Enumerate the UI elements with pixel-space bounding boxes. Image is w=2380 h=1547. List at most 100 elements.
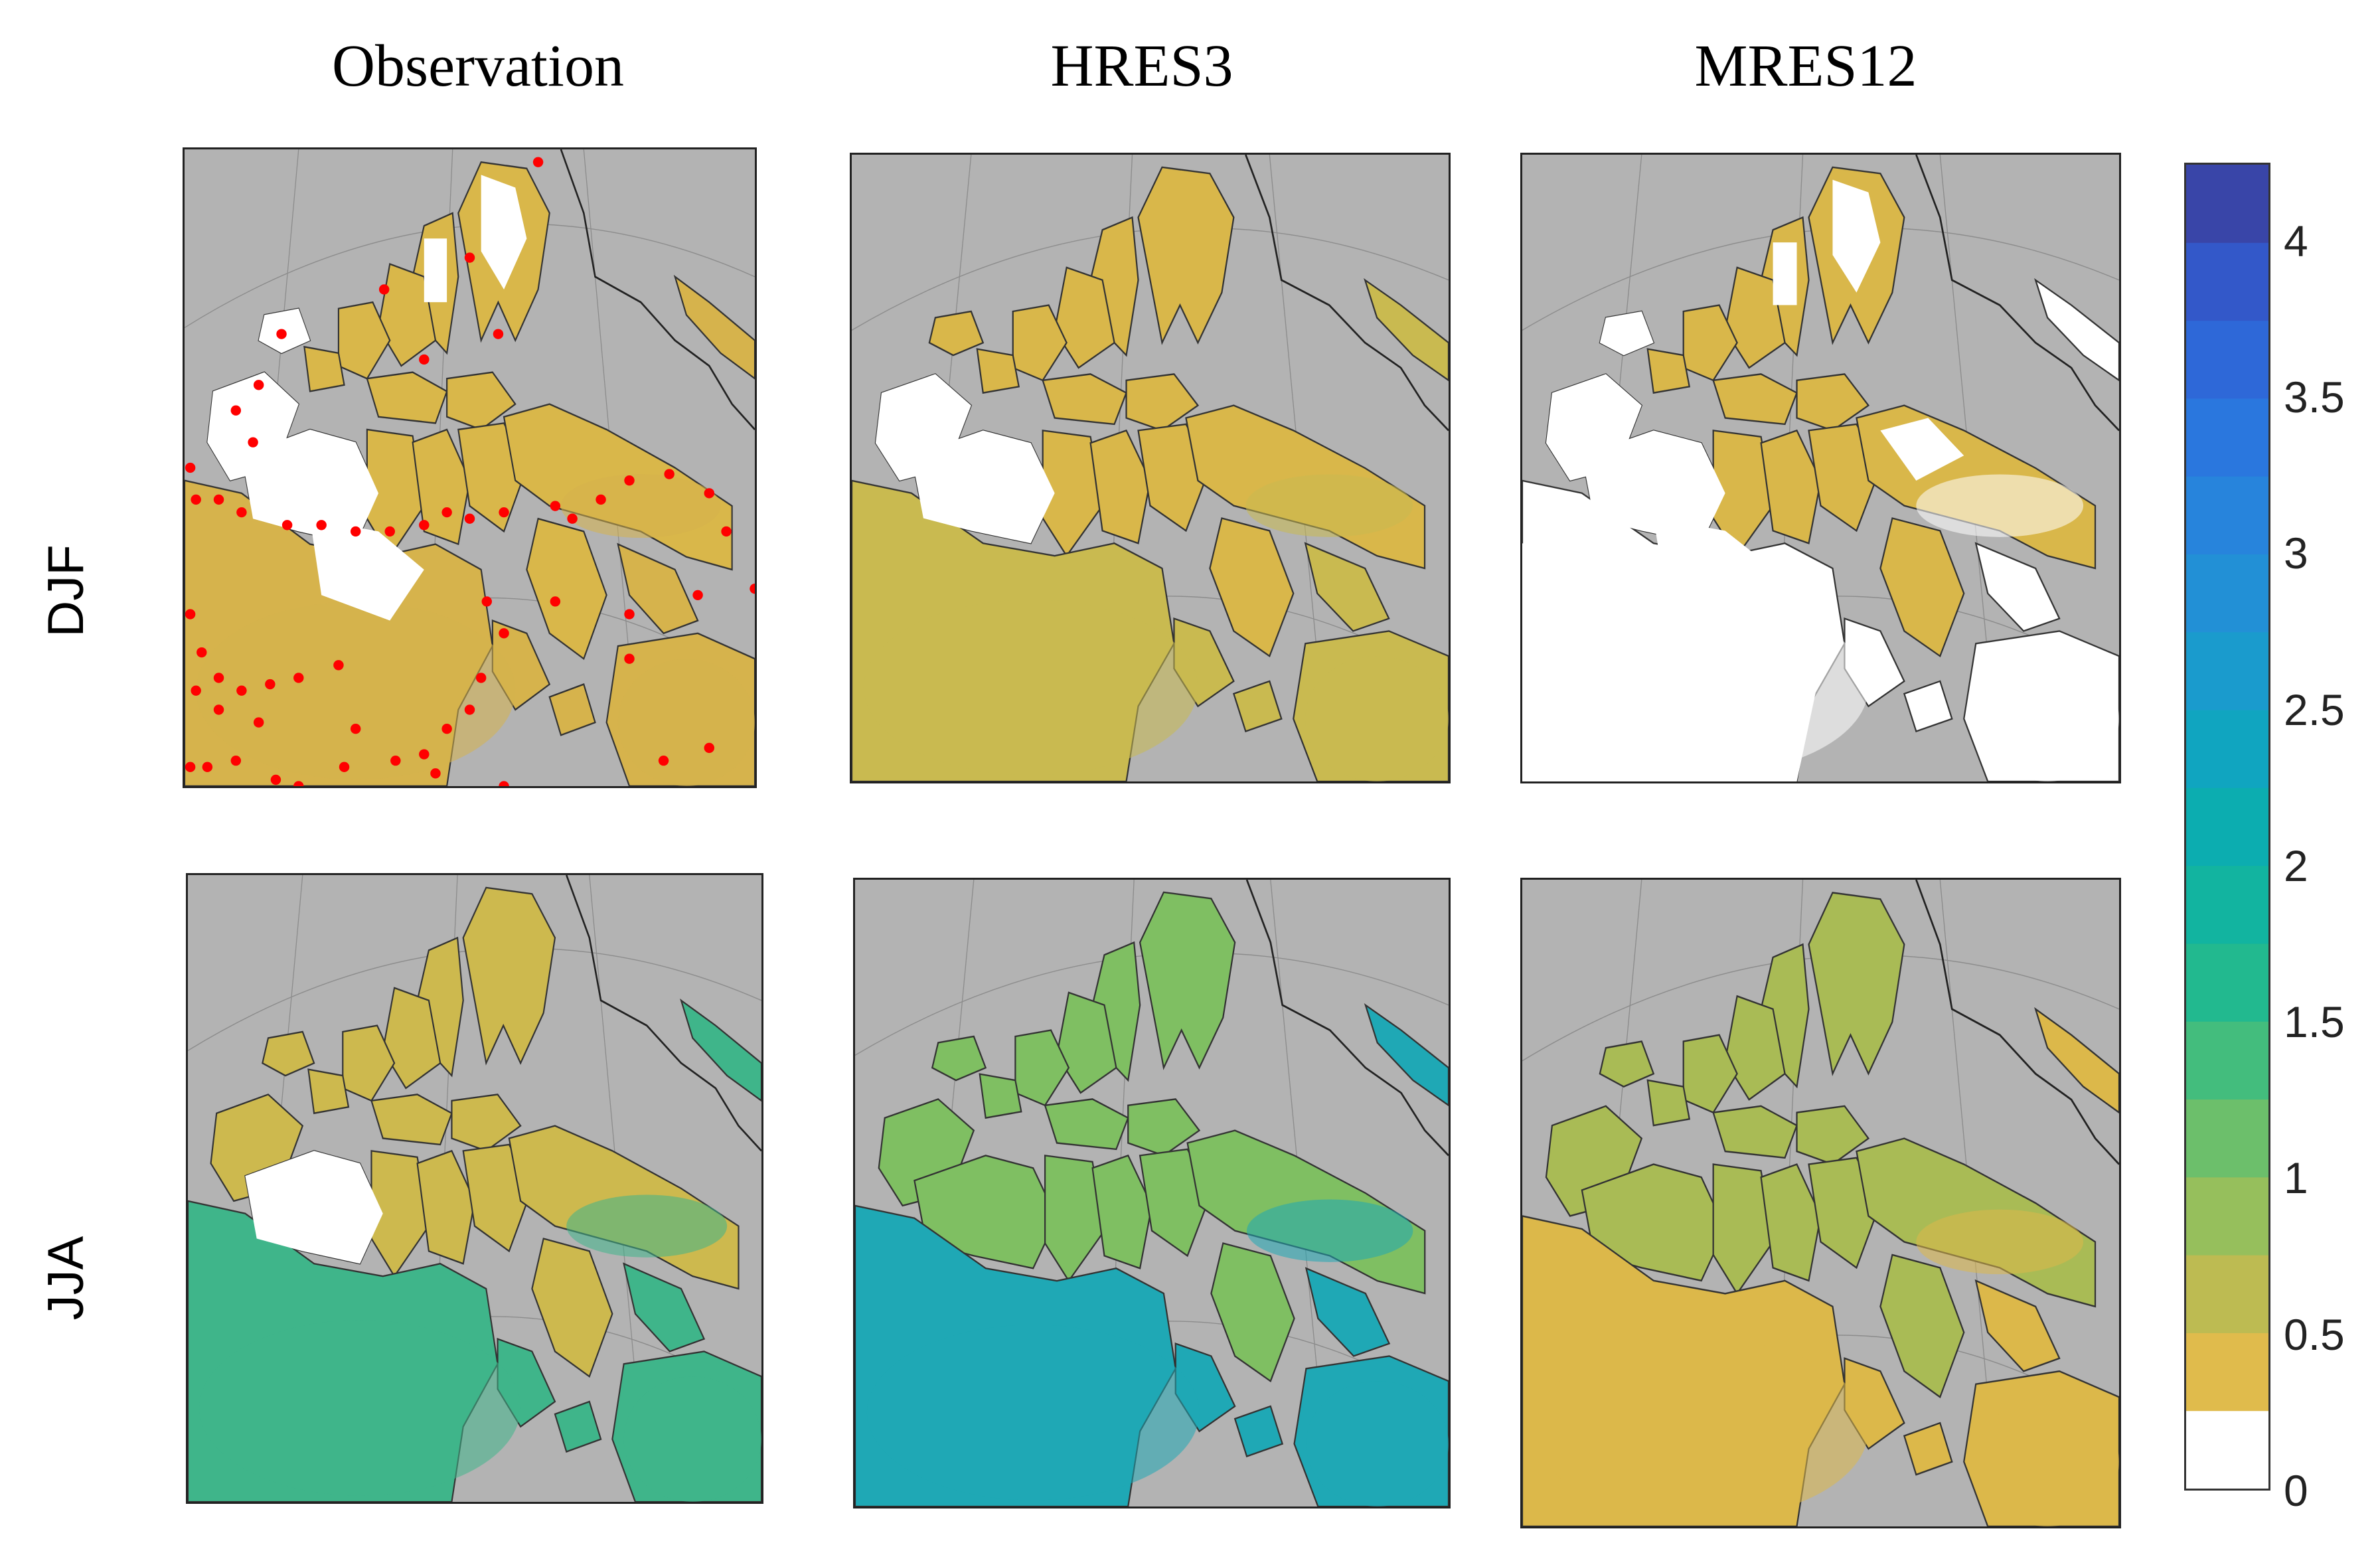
land-region: [531, 1238, 613, 1378]
land-region: [928, 310, 985, 357]
colorbar-bin: [2186, 787, 2268, 866]
land-region: [416, 1149, 476, 1265]
station-marker: [499, 507, 509, 518]
colorbar-tick-label: 2: [2284, 841, 2308, 890]
station-marker: [316, 520, 327, 530]
zero-value-area: [481, 175, 527, 289]
land-region: [446, 371, 516, 431]
colorbar-bin: [2186, 320, 2268, 399]
station-marker: [441, 507, 452, 518]
land-region: [1903, 1422, 1953, 1476]
land-region: [1091, 1154, 1153, 1269]
station-marker: [624, 609, 635, 619]
land-region: [1137, 166, 1235, 345]
value-shading: [1534, 1209, 2119, 1526]
zero-value-areas: [245, 1151, 383, 1264]
land-region: [366, 371, 448, 424]
land-region: [1139, 891, 1236, 1070]
colorbar-bin: [2186, 554, 2268, 633]
zero-value-areas: [1522, 179, 1964, 781]
land-region: [303, 345, 345, 392]
station-marker: [230, 405, 242, 416]
station-marker: [390, 755, 401, 766]
zero-value-area: [1773, 242, 1797, 305]
land-region: [382, 987, 441, 1090]
map-svg: [1522, 155, 2119, 781]
land-region: [307, 1068, 350, 1115]
colorbar-bin: [2186, 165, 2268, 243]
station-marker: [185, 609, 196, 619]
greenland-coastline: [1245, 155, 1449, 432]
value-shading: [863, 474, 1449, 781]
land-region: [1599, 1040, 1655, 1088]
zero-value-area: [424, 238, 447, 303]
colorbar-tick-label: 4: [2284, 216, 2308, 266]
colorbar-bin: [2186, 943, 2268, 1022]
map-svg: [185, 149, 755, 786]
land-region: [1044, 1098, 1129, 1151]
colorbar-bins: [2186, 165, 2268, 1489]
station-marker: [333, 660, 344, 671]
zero-value-areas: [875, 374, 1055, 544]
land-region: [680, 998, 761, 1102]
zero-value-area: [1522, 543, 1821, 781]
land-region: [1125, 373, 1200, 432]
station-marker: [567, 513, 578, 524]
colorbar-tick-label: 2.5: [2284, 685, 2345, 734]
zero-value-area: [309, 519, 424, 621]
station-marker: [191, 685, 201, 696]
station-marker: [664, 469, 674, 479]
land-region: [1760, 429, 1822, 544]
greenland-coastline: [1915, 880, 2119, 1165]
station-marker: [236, 685, 247, 696]
station-marker: [276, 329, 287, 339]
colorbar-tick-label: 1.5: [2284, 997, 2345, 1047]
zero-value-area: [207, 372, 299, 481]
station-markers: [185, 157, 755, 786]
land-region: [526, 517, 607, 661]
column-title-mres12: MRES12: [1694, 33, 1917, 99]
land-region: [1879, 1254, 1965, 1399]
land-region: [1209, 517, 1295, 657]
land-region: [976, 348, 1020, 394]
colorbar-bin: [2186, 1333, 2268, 1412]
land-region: [1712, 1105, 1798, 1159]
station-marker: [658, 755, 669, 766]
station-marker: [339, 762, 350, 772]
land-region: [1724, 266, 1786, 369]
land-region: [1042, 373, 1127, 426]
station-marker: [464, 704, 475, 715]
station-marker: [202, 762, 213, 772]
land-region: [1127, 1098, 1201, 1157]
zero-value-area: [1546, 374, 1642, 481]
land-region: [931, 1035, 987, 1082]
value-shading: [866, 1199, 1449, 1506]
land-region: [1305, 1267, 1391, 1357]
station-marker: [270, 774, 281, 785]
land-region: [262, 1030, 315, 1077]
station-marker: [350, 724, 361, 734]
land-region: [462, 886, 556, 1066]
greenland-coastline: [566, 875, 761, 1152]
land-region: [673, 274, 755, 380]
land-region: [554, 1400, 602, 1453]
station-marker: [532, 157, 544, 167]
land-region: [1712, 373, 1798, 426]
station-marker: [197, 647, 207, 658]
station-marker: [213, 494, 224, 505]
station-marker: [213, 673, 224, 683]
land-region: [412, 428, 471, 546]
station-marker: [253, 717, 264, 728]
land-region: [1056, 991, 1117, 1094]
colorbar-bin: [2186, 1177, 2268, 1256]
station-marker: [441, 724, 452, 734]
map-panel-hres3-djf: [850, 153, 1451, 783]
station-marker: [185, 762, 196, 772]
land-region: [548, 683, 596, 736]
station-marker: [595, 494, 606, 505]
zero-value-area: [1880, 418, 1964, 481]
land-region: [2034, 1007, 2119, 1114]
station-marker: [253, 380, 264, 390]
land-region: [1646, 348, 1691, 394]
map-panel-observation-djf: [183, 147, 757, 788]
